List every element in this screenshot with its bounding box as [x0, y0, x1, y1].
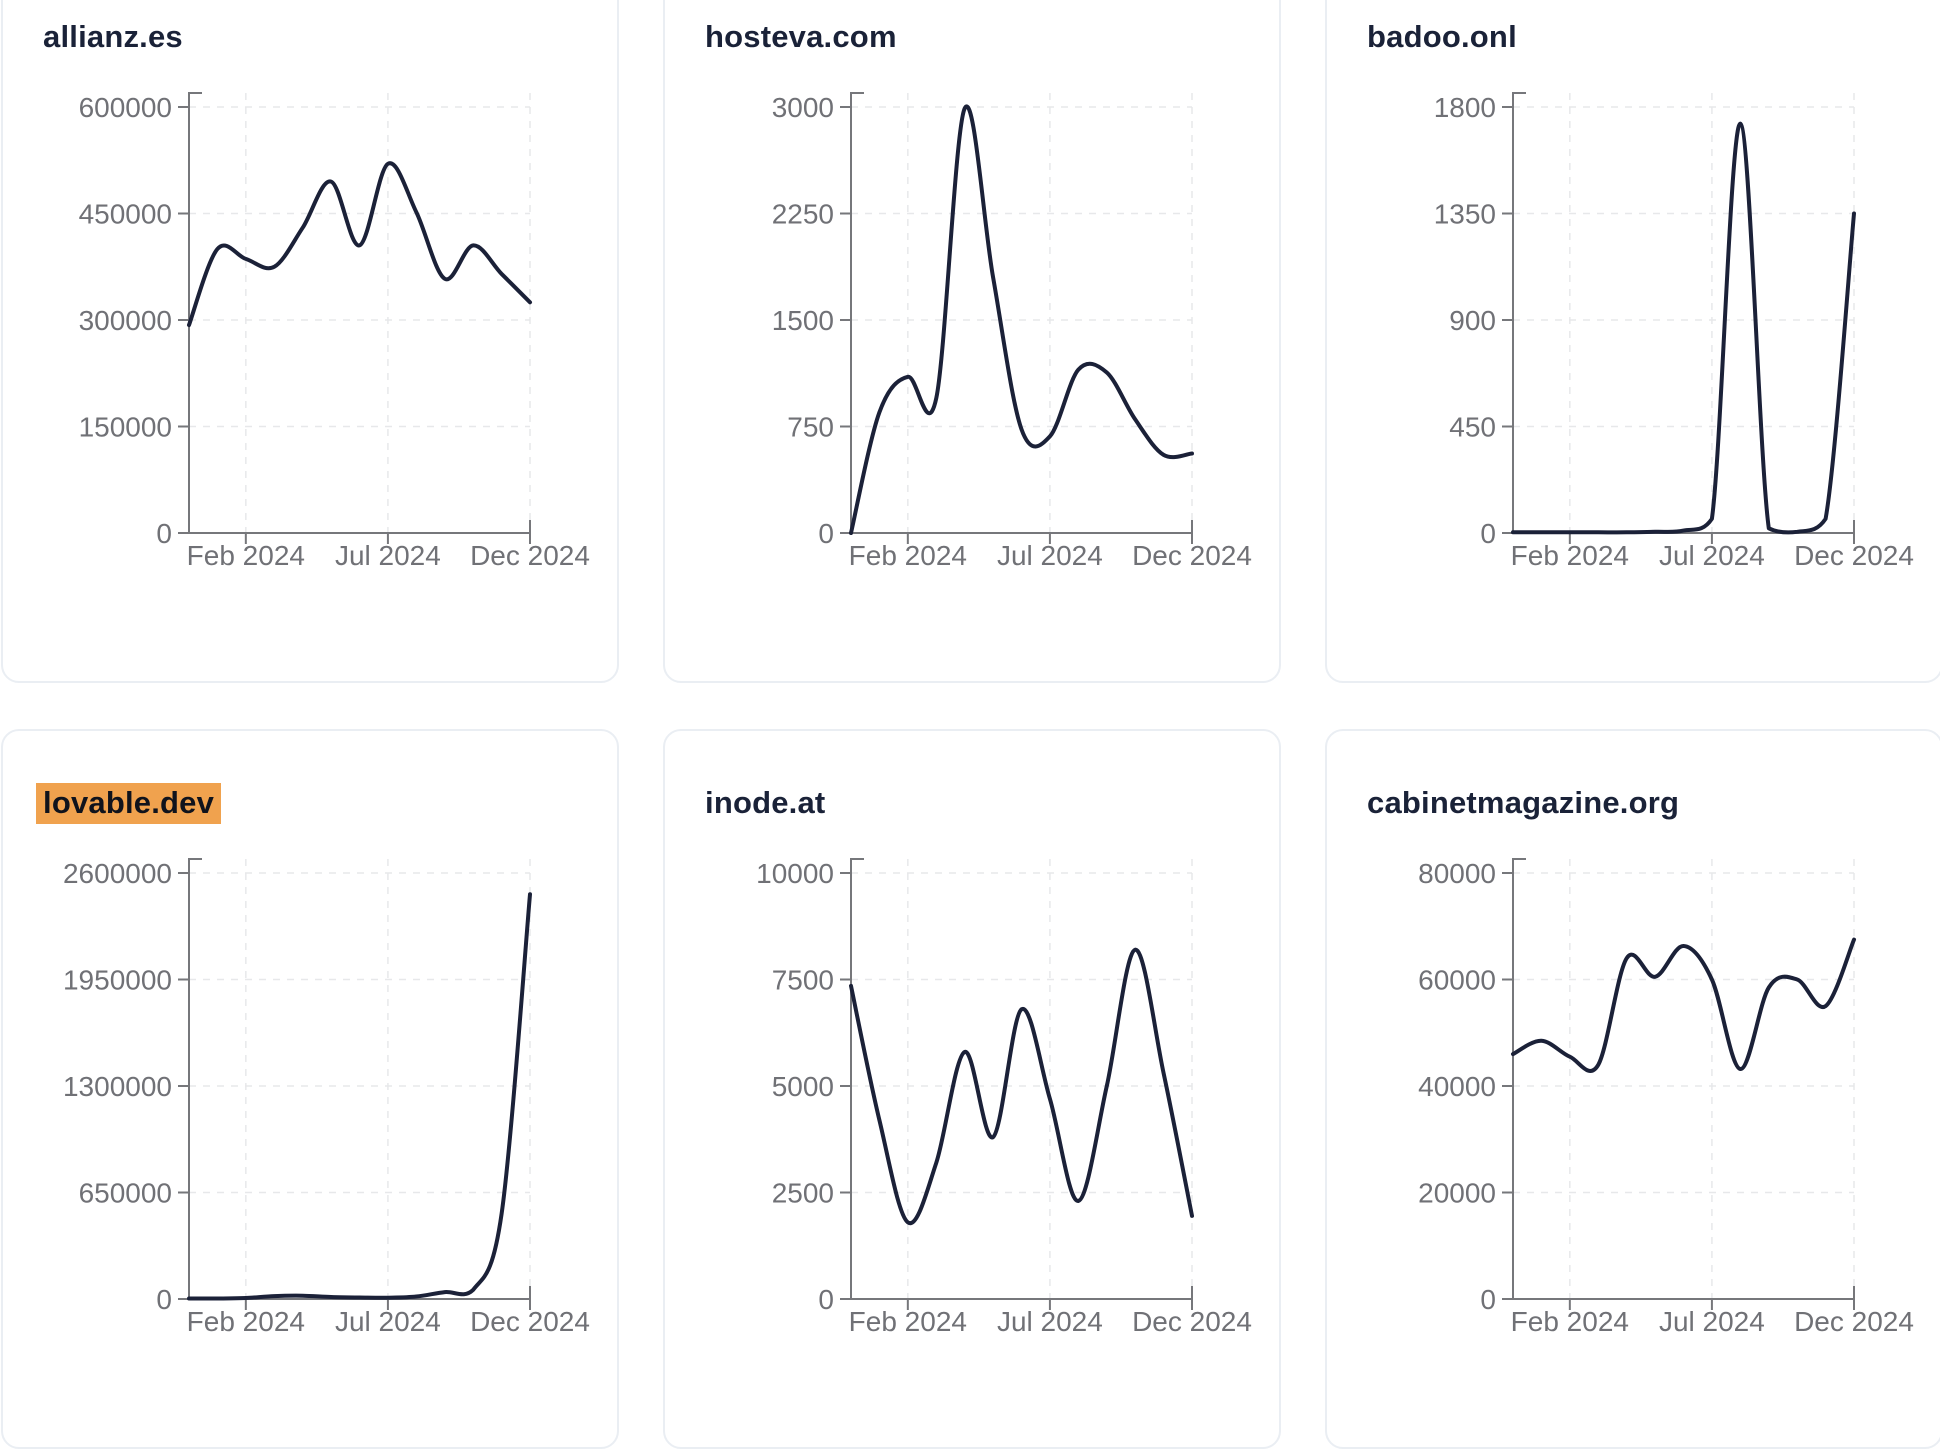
y-tick-label: 10000: [756, 858, 834, 889]
chart-title-text: cabinetmagazine.org: [1367, 785, 1680, 820]
y-tick-label: 0: [1480, 518, 1496, 549]
y-tick-label: 300000: [79, 305, 172, 336]
y-tick-label: 450: [1449, 412, 1496, 443]
axis-line: [188, 92, 531, 534]
series-line: [1511, 937, 1856, 1073]
chart-card-allianz-es[interactable]: allianz.es 0 150000 300000 450000 600000 Feb …: [1, 0, 619, 683]
series-line: [1511, 121, 1856, 535]
y-tick-label: 1800: [1434, 92, 1496, 123]
y-tick-label: 150000: [79, 412, 172, 443]
x-tick-label: Jul 2024: [1659, 540, 1765, 571]
y-tick-label: 600000: [79, 92, 172, 123]
x-tick-label: Feb 2024: [187, 1306, 305, 1337]
x-tick-label: Jul 2024: [335, 1306, 441, 1337]
axis-line: [1512, 858, 1855, 1300]
y-tick-label: 5000: [772, 1071, 834, 1102]
y-tick-label: 1500: [772, 305, 834, 336]
chart-card-hosteva-com[interactable]: hosteva.com 0 750 1500 2250 3000 Feb 2024 Jul …: [663, 0, 1281, 683]
y-tick-label: 0: [1480, 1284, 1496, 1315]
y-tick-label: 0: [818, 518, 834, 549]
series-line: [187, 161, 532, 327]
line-chart: 0 450 900 1350 1800 Feb 2024 Jul 2024 Dec 2024: [1434, 92, 1914, 571]
x-tick-label: Dec 2024: [1794, 1306, 1914, 1337]
chart-title-text: inode.at: [705, 785, 826, 820]
y-tick-label: 0: [156, 1284, 172, 1315]
series-line: [187, 892, 532, 1301]
chart-title: lovable.dev: [36, 783, 222, 824]
axis-line: [850, 858, 1193, 1300]
y-tick-label: 900: [1449, 305, 1496, 336]
chart-card-cabinetmagazine-org[interactable]: cabinetmagazine.org 0 20000 40000 60000 8000…: [1325, 729, 1940, 1449]
chart-title: cabinetmagazine.org: [1367, 785, 1679, 821]
y-tick-label: 0: [156, 518, 172, 549]
y-tick-label: 20000: [1418, 1178, 1496, 1209]
x-tick-label: Jul 2024: [997, 1306, 1103, 1337]
x-tick-label: Feb 2024: [187, 540, 305, 571]
chart-title: inode.at: [705, 785, 825, 821]
x-tick-label: Jul 2024: [335, 540, 441, 571]
x-tick-label: Dec 2024: [1794, 540, 1914, 571]
y-tick-label: 7500: [772, 965, 834, 996]
y-tick-label: 2250: [772, 199, 834, 230]
chart-card-lovable-dev[interactable]: lovable.dev 0 650000 1300000 1950000 2600000…: [1, 729, 619, 1449]
x-tick-label: Jul 2024: [997, 540, 1103, 571]
chart-title-text: allianz.es: [43, 19, 183, 54]
y-tick-label: 650000: [79, 1178, 172, 1209]
y-tick-label: 750: [787, 412, 834, 443]
chart-title-text: hosteva.com: [705, 19, 897, 54]
y-tick-label: 1950000: [63, 965, 172, 996]
y-tick-label: 2500: [772, 1178, 834, 1209]
chart-title: hosteva.com: [705, 19, 897, 55]
x-tick-label: Feb 2024: [849, 540, 967, 571]
chart-card-inode-at[interactable]: inode.at 0 2500 5000 7500 10000 Feb 2024 Jul 2…: [663, 729, 1281, 1449]
chart-title-text: badoo.onl: [1367, 19, 1517, 54]
line-chart: 0 750 1500 2250 3000 Feb 2024 Jul 2024 Dec 2024: [772, 92, 1252, 571]
x-tick-label: Feb 2024: [1511, 1306, 1629, 1337]
y-tick-label: 3000: [772, 92, 834, 123]
x-tick-label: Dec 2024: [470, 1306, 590, 1337]
y-tick-label: 1300000: [63, 1071, 172, 1102]
chart-card-badoo-onl[interactable]: badoo.onl 0 450 900 1350 1800 Feb 2024 Jul 202…: [1325, 0, 1940, 683]
axis-line: [188, 858, 531, 1300]
series-line: [849, 104, 1194, 535]
axis-line: [1512, 92, 1855, 534]
line-chart: 0 150000 300000 450000 600000 Feb 2024 Jul 202…: [79, 92, 590, 571]
x-tick-label: Dec 2024: [1132, 1306, 1252, 1337]
y-tick-label: 450000: [79, 199, 172, 230]
line-chart: 0 650000 1300000 1950000 2600000 Feb 2024 Jul …: [63, 858, 590, 1337]
line-chart: 0 20000 40000 60000 80000 Feb 2024 Jul 2024 Dec…: [1418, 858, 1914, 1337]
chart-title: badoo.onl: [1367, 19, 1517, 55]
chart-title-text-highlighted: lovable.dev: [36, 783, 222, 824]
y-tick-label: 0: [818, 1284, 834, 1315]
x-tick-label: Jul 2024: [1659, 1306, 1765, 1337]
x-tick-label: Dec 2024: [1132, 540, 1252, 571]
x-tick-label: Feb 2024: [1511, 540, 1629, 571]
x-tick-label: Dec 2024: [470, 540, 590, 571]
y-tick-label: 40000: [1418, 1071, 1496, 1102]
x-tick-label: Feb 2024: [849, 1306, 967, 1337]
y-tick-label: 2600000: [63, 858, 172, 889]
y-tick-label: 80000: [1418, 858, 1496, 889]
series-line: [849, 947, 1194, 1226]
axis-line: [850, 92, 1193, 534]
y-tick-label: 1350: [1434, 199, 1496, 230]
line-chart: 0 2500 5000 7500 10000 Feb 2024 Jul 2024 Dec 20…: [756, 858, 1252, 1337]
chart-title: allianz.es: [43, 19, 183, 55]
y-tick-label: 60000: [1418, 965, 1496, 996]
